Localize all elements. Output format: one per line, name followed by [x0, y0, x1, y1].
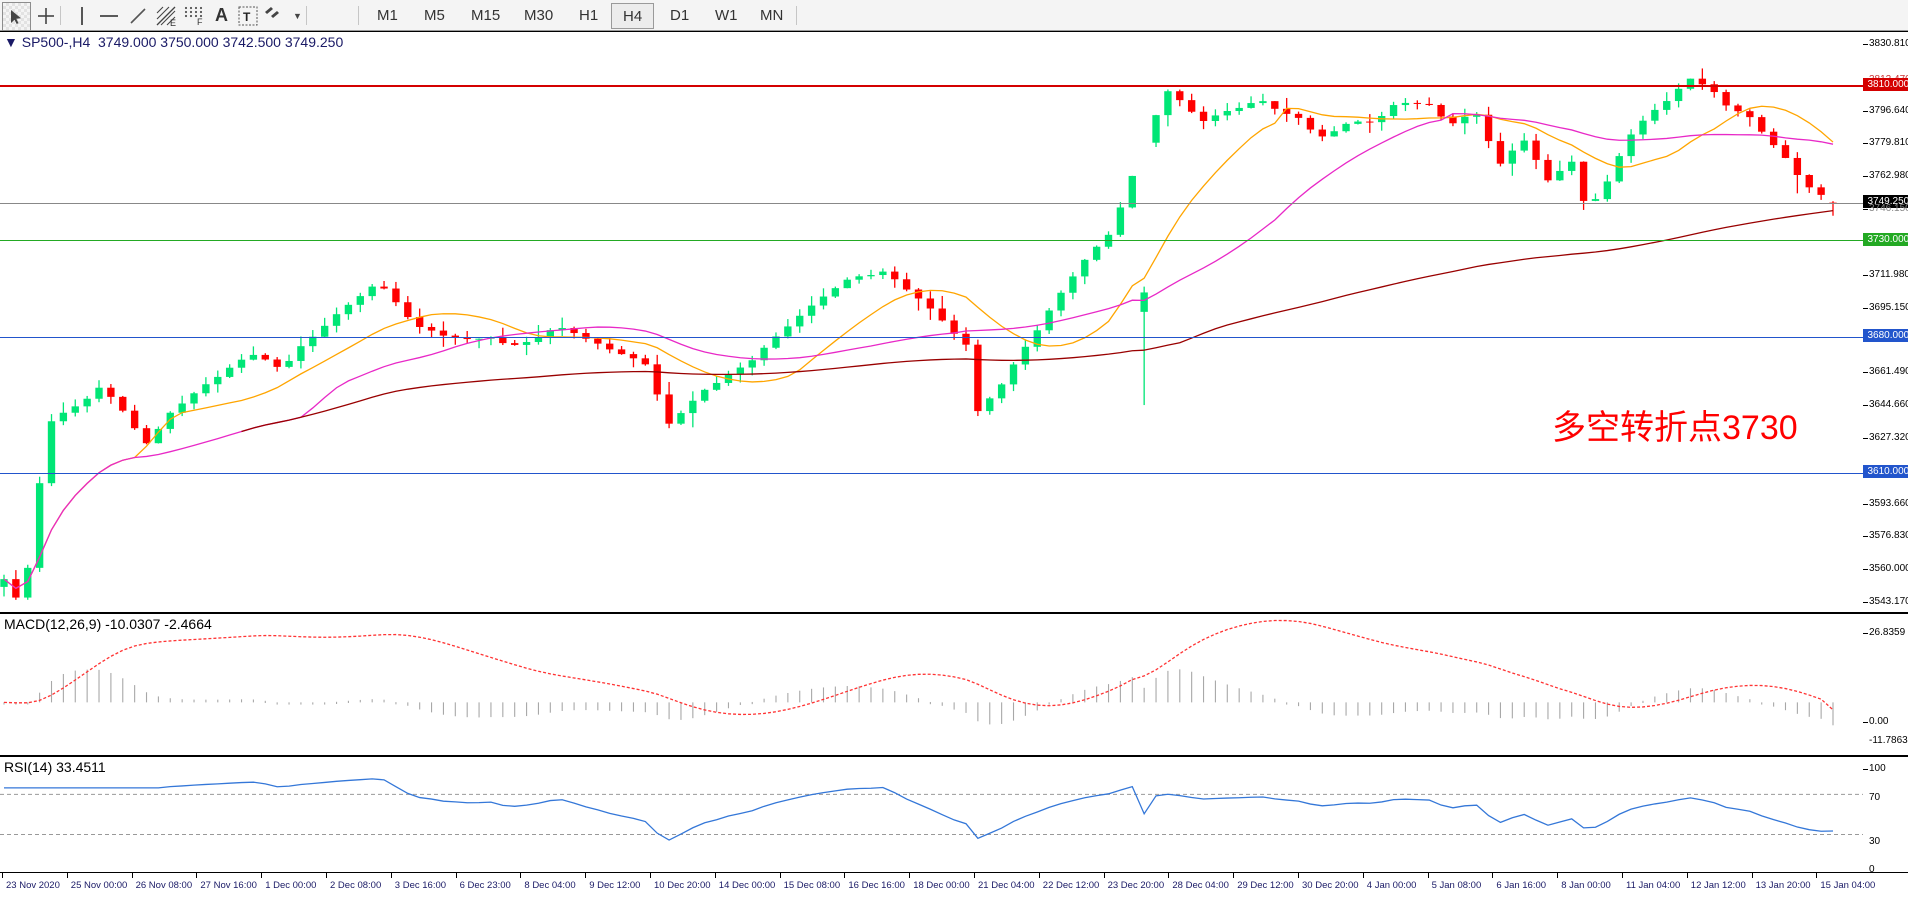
svg-text:T: T	[243, 10, 251, 24]
svg-text:F: F	[197, 17, 203, 26]
svg-text:E: E	[170, 18, 176, 27]
